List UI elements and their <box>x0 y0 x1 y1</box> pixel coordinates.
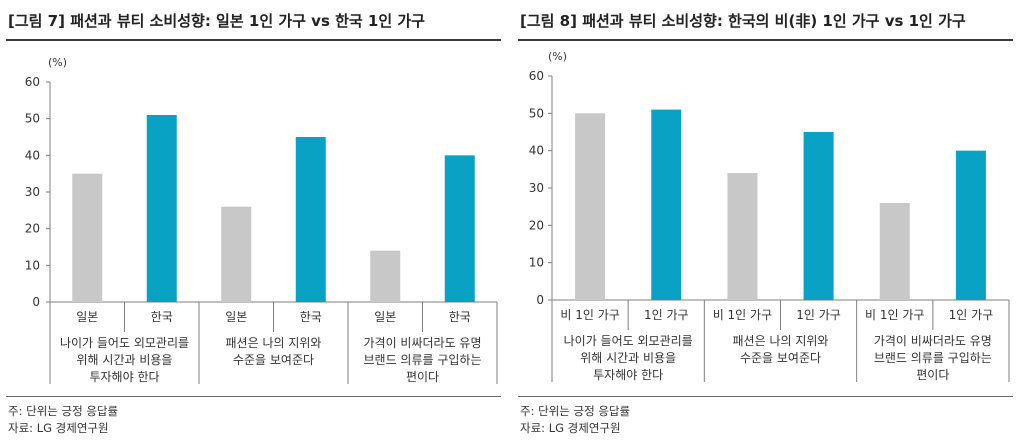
bar-highlight <box>295 137 326 302</box>
y-tick-label: 20 <box>25 222 40 236</box>
y-tick-label: 60 <box>529 69 544 83</box>
x-group-label: 수준을 보여준다 <box>233 353 314 367</box>
bar-base <box>221 206 252 302</box>
x-group-label: 브랜드 의류를 구입하는 <box>874 351 992 365</box>
x-group-label: 편이다 <box>916 368 949 382</box>
x-group-label: 가격이 비싸더라도 유명 <box>874 334 992 348</box>
bar-highlight <box>803 132 834 300</box>
title-rule <box>6 39 501 41</box>
x-category-label: 비 1인 가구 <box>560 308 619 322</box>
x-group-label: 편이다 <box>406 370 439 384</box>
x-category-label: 일본 <box>374 310 396 324</box>
x-group-label: 수준을 보여준다 <box>740 351 821 365</box>
x-category-label: 1인 가구 <box>796 308 841 322</box>
unit-note: 주: 단위는 긍정 응답률 <box>8 404 119 418</box>
x-group-label: 투자해야 한다 <box>593 368 663 382</box>
bar-base <box>879 202 910 300</box>
x-group-label: 위해 시간과 비용을 <box>77 353 173 367</box>
x-category-label: 1인 가구 <box>644 308 689 322</box>
x-category-label: 한국 <box>449 310 471 324</box>
source-note: 자료: LG 경제연구원 <box>520 421 621 435</box>
bottom-rule <box>518 396 1013 397</box>
y-tick-label: 0 <box>32 295 40 309</box>
x-category-label: 한국 <box>151 310 173 324</box>
bottom-rule <box>6 396 501 397</box>
y-tick-label: 30 <box>25 185 40 199</box>
y-tick-label: 20 <box>529 218 544 232</box>
x-group-label: 브랜드 의류를 구입하는 <box>363 353 481 367</box>
x-category-label: 일본 <box>225 310 247 324</box>
x-group-label: 나이가 들어도 외모관리를 <box>564 334 693 348</box>
y-tick-label: 0 <box>536 293 544 307</box>
bar-base <box>370 250 401 302</box>
bar-base <box>727 173 758 300</box>
chart-title: [그림 7] 패션과 뷰티 소비성향: 일본 1인 가구 vs 한국 1인 가구 <box>8 12 425 30</box>
x-category-label: 1인 가구 <box>949 308 994 322</box>
bar-highlight <box>444 155 475 302</box>
y-unit-label: (%) <box>548 50 567 63</box>
x-category-label: 일본 <box>76 310 98 324</box>
bar-base <box>72 173 103 302</box>
bar-highlight <box>146 115 177 302</box>
chart-panel-right: [그림 8] 패션과 뷰티 소비성향: 한국의 비(非) 1인 가구 vs 1인… <box>512 0 1017 441</box>
y-tick-label: 10 <box>25 258 40 272</box>
x-group-label: 위해 시간과 비용을 <box>580 351 676 365</box>
y-tick-label: 10 <box>529 256 544 270</box>
y-tick-label: 40 <box>529 144 544 158</box>
x-group-label: 나이가 들어도 외모관리를 <box>60 336 189 350</box>
unit-note: 주: 단위는 긍정 응답률 <box>520 404 631 418</box>
chart-title: [그림 8] 패션과 뷰티 소비성향: 한국의 비(非) 1인 가구 vs 1인… <box>520 12 966 30</box>
chart-panel-left: [그림 7] 패션과 뷰티 소비성향: 일본 1인 가구 vs 한국 1인 가구… <box>0 0 505 441</box>
y-tick-label: 30 <box>529 181 544 195</box>
x-category-label: 비 1인 가구 <box>865 308 924 322</box>
bar-highlight <box>955 150 986 300</box>
title-rule <box>518 39 1013 41</box>
y-tick-label: 50 <box>25 112 40 126</box>
x-category-label: 비 1인 가구 <box>713 308 772 322</box>
y-tick-label: 50 <box>529 106 544 120</box>
bar-base <box>575 113 606 300</box>
x-group-label: 패션은 나의 지위와 <box>226 336 322 350</box>
x-group-label: 투자해야 한다 <box>89 370 159 384</box>
bar-highlight <box>651 109 682 300</box>
x-group-label: 패션은 나의 지위와 <box>733 334 829 348</box>
x-category-label: 한국 <box>300 310 322 324</box>
y-tick-label: 60 <box>25 75 40 89</box>
source-note: 자료: LG 경제연구원 <box>8 421 109 435</box>
x-group-label: 가격이 비싸더라도 유명 <box>363 336 481 350</box>
y-tick-label: 40 <box>25 148 40 162</box>
y-unit-label: (%) <box>48 56 67 69</box>
